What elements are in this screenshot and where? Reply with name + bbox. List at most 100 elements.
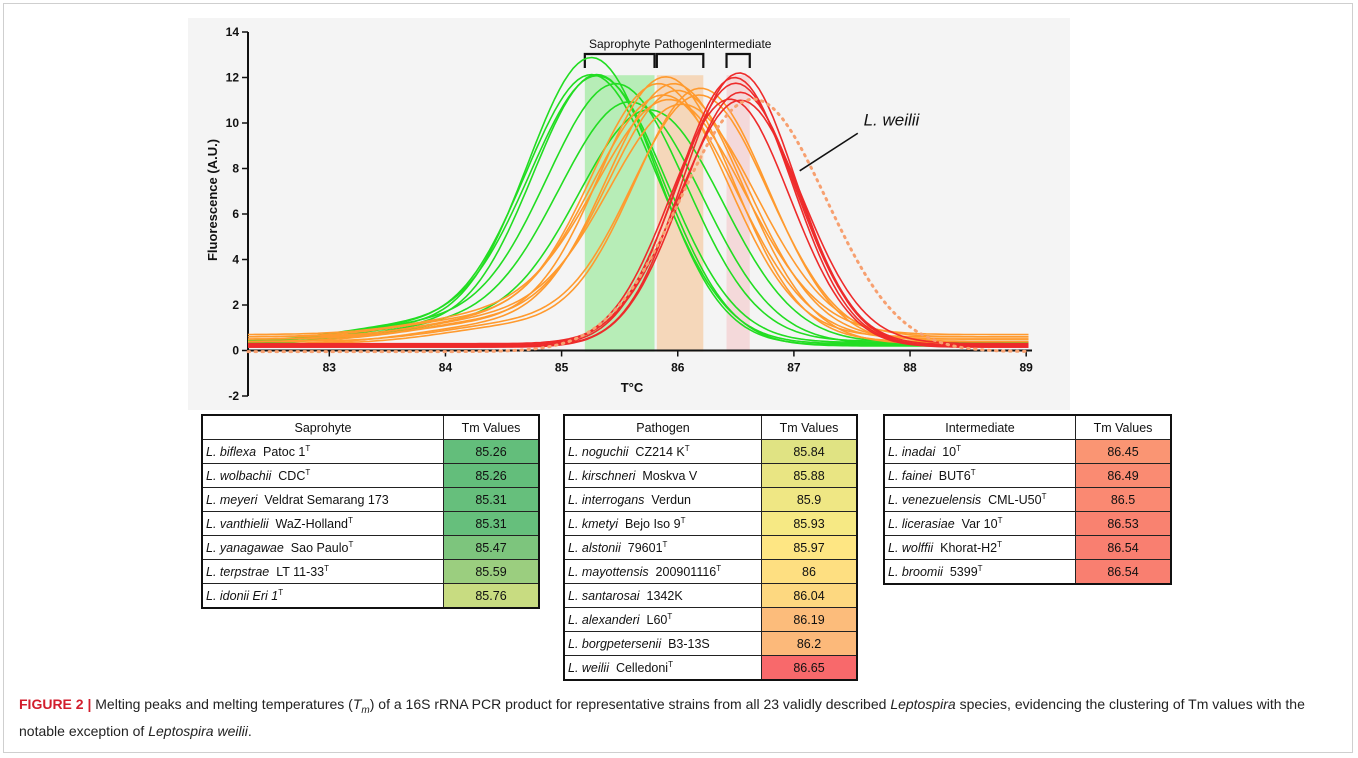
strain-name: L60 xyxy=(646,612,668,627)
strain-cell: L. wolffii Khorat-H2T xyxy=(883,535,1076,560)
species-name: L. fainei xyxy=(888,468,932,483)
tm-value-cell: 86.19 xyxy=(761,607,858,632)
tm-value-cell: 85.26 xyxy=(443,463,540,488)
table-header-tm: Tm Values xyxy=(761,414,858,440)
type-strain-mark: T xyxy=(977,563,983,573)
type-strain-mark: T xyxy=(348,539,354,549)
tm-value-cell: 85.26 xyxy=(443,439,540,464)
strain-name: LT 11-33 xyxy=(276,564,325,579)
table-row: L. biflexa Patoc 1T 85.26 xyxy=(201,439,540,464)
tm-value-cell: 85.76 xyxy=(443,583,540,609)
strain-cell: L. terpstrae LT 11-33T xyxy=(201,559,444,584)
figure-frame xyxy=(3,3,1353,753)
group-bracket-0 xyxy=(583,52,656,68)
table-row: L. interrogans Verdun 85.9 xyxy=(563,487,858,512)
caption-text-4: . xyxy=(247,722,252,739)
species-name: L. licerasiae xyxy=(888,516,955,531)
saprophyte-table: Saprohyte Tm Values L. biflexa Patoc 1T 85.… xyxy=(201,414,540,609)
tm-value-cell: 85.93 xyxy=(761,511,858,536)
species-name: L. kirschneri xyxy=(568,468,636,483)
strain-cell: L. vanthielii WaZ-HollandT xyxy=(201,511,444,536)
table-header-group: Pathogen xyxy=(563,414,762,440)
y-tick-label-14: 14 xyxy=(226,25,240,39)
strain-cell: L. wolbachii CDCT xyxy=(201,463,444,488)
tm-value-cell: 85.31 xyxy=(443,511,540,536)
species-name: L. yanagawae xyxy=(206,540,284,555)
x-tick-label-89: 89 xyxy=(1020,361,1034,375)
table-row: L. terpstrae LT 11-33T 85.59 xyxy=(201,559,540,584)
tm-value-cell: 86.54 xyxy=(1075,535,1172,560)
table-row: L. alexanderi L60T 86.19 xyxy=(563,607,858,632)
table-row: L. vanthielii WaZ-HollandT 85.31 xyxy=(201,511,540,536)
group-bracket-1 xyxy=(655,52,705,68)
tm-value-cell: 86.04 xyxy=(761,583,858,608)
strain-cell: L. idonii Eri 1T xyxy=(201,583,444,609)
type-strain-mark: T xyxy=(956,443,962,453)
table-header-group: Intermediate xyxy=(883,414,1076,440)
caption-text-1: Melting peaks and melting temperatures ( xyxy=(91,696,353,712)
group-label-2: Intermediate xyxy=(705,37,772,51)
type-strain-mark: T xyxy=(684,443,690,453)
melting-curve-chart: Saprophyte Pathogen Intermediate -2 0 2 4 6 8 10… xyxy=(188,18,1070,410)
table-row: L. noguchii CZ214 KT 85.84 xyxy=(563,439,858,464)
x-tick-label-87: 87 xyxy=(787,361,801,375)
table-row: L. broomii 5399T 86.54 xyxy=(883,559,1172,585)
species-name: L. idonii Eri 1 xyxy=(206,588,279,603)
strain-cell: L. fainei BUT6T xyxy=(883,463,1076,488)
strain-cell: L. yanagawae Sao PauloT xyxy=(201,535,444,560)
species-name: L. terpstrae xyxy=(206,564,270,579)
strain-cell: L. alexanderi L60T xyxy=(563,607,762,632)
species-name: L. meyeri xyxy=(206,492,258,507)
curve-22 xyxy=(246,97,1030,354)
strain-name: CZ214 K xyxy=(635,444,685,459)
curve-10 xyxy=(248,98,1029,336)
strain-cell: L. meyeri Veldrat Semarang 173 xyxy=(201,487,444,512)
table-row: L. fainei BUT6T 86.49 xyxy=(883,463,1172,488)
table-row: L. venezuelensis CML-U50T 86.5 xyxy=(883,487,1172,512)
strain-name: WaZ-Holland xyxy=(275,516,348,531)
x-tick-label-85: 85 xyxy=(555,361,569,375)
group-bracket-2 xyxy=(725,52,751,68)
table-row: L. wolbachii CDCT 85.26 xyxy=(201,463,540,488)
species-name: L. kmetyi xyxy=(568,516,619,531)
species-name: L. biflexa xyxy=(206,444,257,459)
table-header-tm: Tm Values xyxy=(443,414,540,440)
strain-cell: L. biflexa Patoc 1T xyxy=(201,439,444,464)
x-axis-label: T°C xyxy=(621,380,644,395)
strain-cell: L. alstonii 79601T xyxy=(563,535,762,560)
weilii-pointer xyxy=(799,132,859,172)
tm-value-cell: 86.2 xyxy=(761,631,858,656)
tm-value-cell: 85.84 xyxy=(761,439,858,464)
type-strain-mark: T xyxy=(997,539,1002,549)
tm-value-cell: 86.54 xyxy=(1075,559,1172,585)
strain-cell: L. licerasiae Var 10T xyxy=(883,511,1076,536)
strain-cell: L. kmetyi Bejo Iso 9T xyxy=(563,511,762,536)
y-tick-label-0: 0 xyxy=(232,344,239,358)
curve-20 xyxy=(248,99,1029,345)
table-row: L. wolffii Khorat-H2T 86.54 xyxy=(883,535,1172,560)
strain-name: 200901116 xyxy=(655,564,717,579)
type-strain-mark: T xyxy=(305,443,311,453)
type-strain-mark: T xyxy=(347,515,353,525)
x-tick-label-86: 86 xyxy=(671,361,685,375)
strain-cell: L. broomii 5399T xyxy=(883,559,1076,585)
weilii-annotation: L. weilii xyxy=(864,110,921,129)
type-strain-mark: T xyxy=(1041,491,1047,501)
strain-cell: L. interrogans Verdun xyxy=(563,487,762,512)
species-name: L. alstonii xyxy=(568,540,621,555)
type-strain-mark: T xyxy=(278,587,284,597)
tm-value-cell: 85.31 xyxy=(443,487,540,512)
strain-name: Sao Paulo xyxy=(290,540,349,555)
strain-name: Bejo Iso 9 xyxy=(624,516,681,531)
caption-genus: Leptospira xyxy=(890,696,956,712)
caption-text-3: species, evidencing the clustering of Tm… xyxy=(19,696,1305,739)
caption-tm-sub: m xyxy=(361,704,370,716)
table-row: L. mayottensis 200901116T 86 xyxy=(563,559,858,584)
curve-21 xyxy=(248,91,1029,348)
strain-cell: L. borgpetersenii B3-13S xyxy=(563,631,762,656)
species-name: L. mayottensis xyxy=(568,564,649,579)
type-strain-mark: T xyxy=(324,563,330,573)
tm-value-cell: 85.47 xyxy=(443,535,540,560)
table-row: L. weilii CelledoniT 86.65 xyxy=(563,655,858,681)
table-header-tm: Tm Values xyxy=(1075,414,1172,440)
